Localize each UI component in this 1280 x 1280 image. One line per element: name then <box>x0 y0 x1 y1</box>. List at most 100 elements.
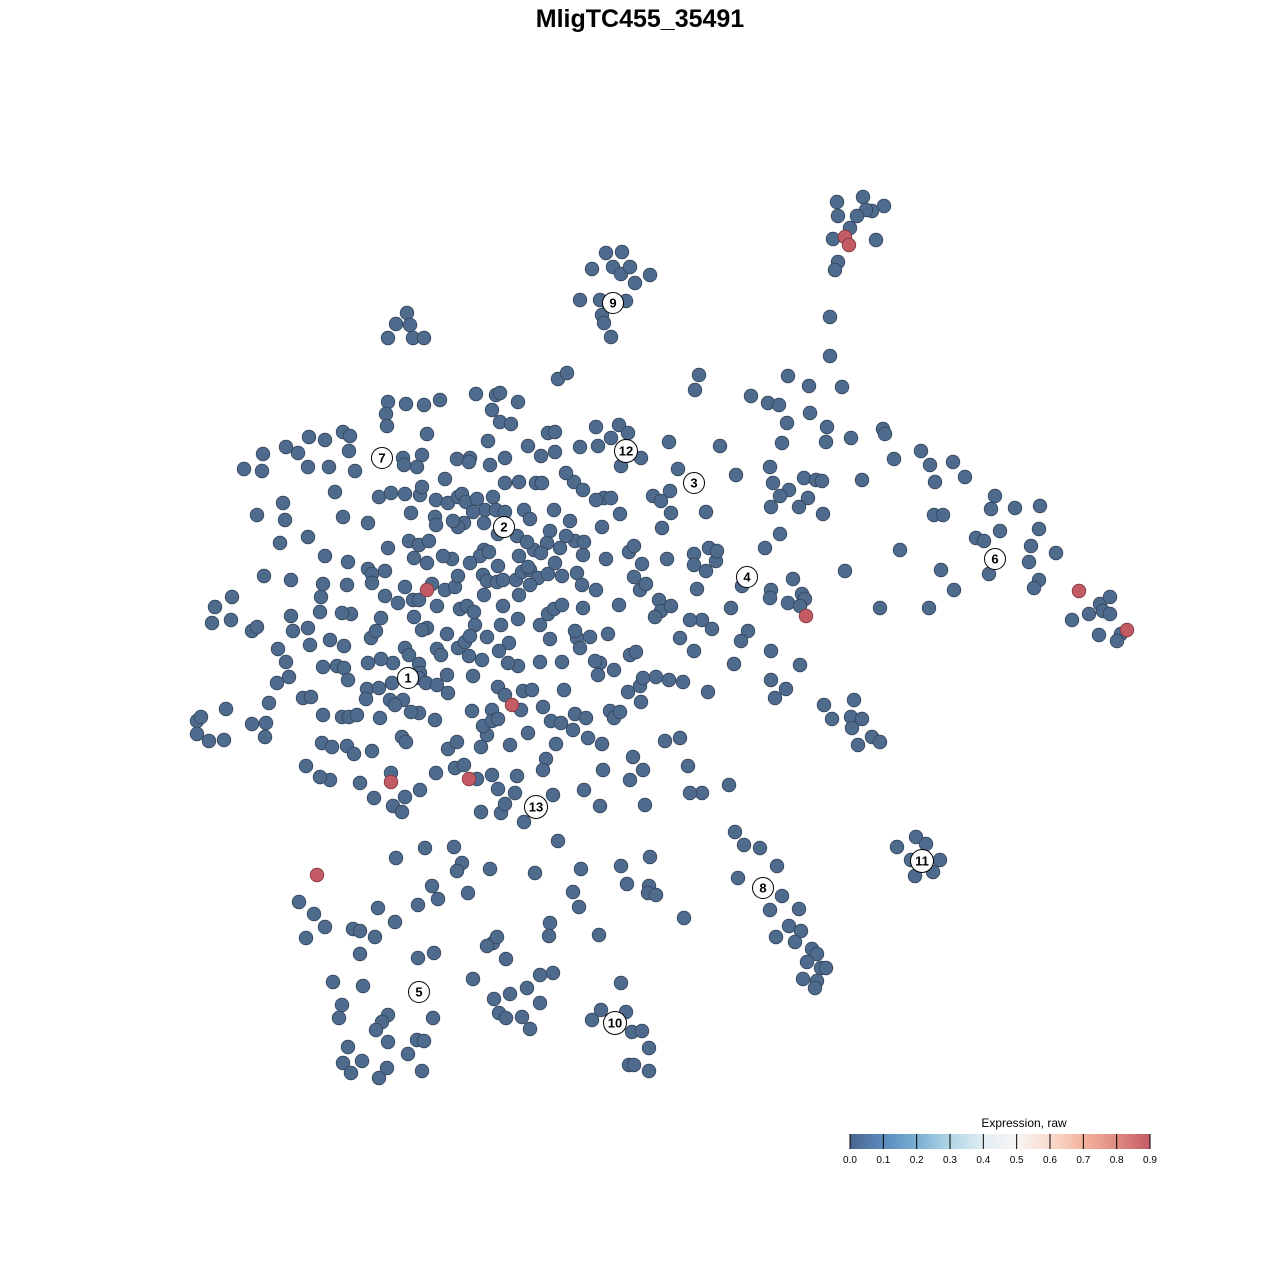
data-point <box>762 590 778 606</box>
data-point <box>584 261 600 277</box>
data-point <box>726 656 742 672</box>
data-point <box>687 382 703 398</box>
data-point <box>368 1022 384 1038</box>
data-point <box>218 701 234 717</box>
colorbar-tick-label: 0.5 <box>1010 1155 1024 1166</box>
data-point <box>641 1040 657 1056</box>
data-point <box>553 715 569 731</box>
data-point <box>432 392 448 408</box>
data-point <box>416 397 432 413</box>
data-point <box>627 275 643 291</box>
data-point <box>396 457 412 473</box>
data-point <box>532 967 548 983</box>
data-point <box>364 743 380 759</box>
data-point <box>547 555 563 571</box>
data-point <box>603 490 619 506</box>
data-point <box>757 540 773 556</box>
data-point <box>932 852 948 868</box>
data-point <box>793 923 809 939</box>
data-point <box>854 472 870 488</box>
data-point <box>619 876 635 892</box>
data-point <box>647 609 663 625</box>
data-point <box>781 918 797 934</box>
data-point <box>574 577 590 593</box>
cluster-label-text: 4 <box>743 570 751 585</box>
data-point <box>606 662 622 678</box>
cluster-label-badge <box>614 439 638 463</box>
data-point <box>403 505 419 521</box>
data-point <box>482 457 498 473</box>
data-point <box>802 405 818 421</box>
data-point <box>576 782 592 798</box>
colorbar-tick-label: 0.2 <box>910 1155 924 1166</box>
data-point <box>412 782 428 798</box>
data-point <box>429 598 445 614</box>
data-point <box>383 485 399 501</box>
data-point <box>207 599 223 615</box>
data-point <box>352 775 368 791</box>
data-point <box>662 483 678 499</box>
cluster-label: 12 <box>614 439 638 463</box>
data-point <box>430 891 446 907</box>
data-point <box>485 489 501 505</box>
data-point <box>497 687 513 703</box>
data-point-high <box>504 697 520 713</box>
data-point <box>796 470 812 486</box>
data-point <box>283 572 299 588</box>
data-point <box>648 887 664 903</box>
data-point <box>519 980 535 996</box>
data-point <box>511 548 527 564</box>
data-point <box>818 434 834 450</box>
data-point <box>957 469 973 485</box>
data-point <box>889 839 905 855</box>
data-point <box>721 777 737 793</box>
data-point <box>1109 633 1125 649</box>
data-point <box>558 465 574 481</box>
data-point <box>547 444 563 460</box>
data-point <box>1091 627 1107 643</box>
data-point <box>469 491 485 507</box>
data-point <box>849 208 865 224</box>
data-point <box>256 568 272 584</box>
chart-title: MligTC455_35491 <box>536 5 745 33</box>
data-point <box>270 641 286 657</box>
data-point <box>694 785 710 801</box>
data-point <box>364 575 380 591</box>
data-point <box>921 600 937 616</box>
data-point <box>945 454 961 470</box>
data-point <box>502 737 518 753</box>
data-point <box>772 526 788 542</box>
data-point <box>388 850 404 866</box>
data-point <box>611 597 627 613</box>
data-point <box>446 839 462 855</box>
data-point <box>414 447 430 463</box>
data-point <box>594 519 610 535</box>
data-point <box>1007 500 1023 516</box>
data-point-high <box>309 867 325 883</box>
data-point <box>598 245 614 261</box>
data-point <box>254 463 270 479</box>
data-point <box>278 439 294 455</box>
data-point <box>542 523 558 539</box>
data-point <box>397 789 413 805</box>
data-point <box>854 711 870 727</box>
data-point <box>779 415 795 431</box>
data-point <box>572 439 588 455</box>
data-point <box>368 623 384 639</box>
data-point <box>484 767 500 783</box>
data-point <box>511 474 527 490</box>
data-point <box>769 858 785 874</box>
data-point <box>336 660 352 676</box>
cluster-label-badge <box>602 292 624 314</box>
data-point <box>366 790 382 806</box>
data-point <box>584 1012 600 1028</box>
data-point <box>709 543 725 559</box>
data-point <box>622 259 638 275</box>
cluster-label: 8 <box>752 877 774 899</box>
data-point <box>626 1057 642 1073</box>
data-point <box>622 772 638 788</box>
data-point <box>694 612 710 628</box>
data-point <box>349 707 365 723</box>
data-point <box>524 682 540 698</box>
data-point <box>385 655 401 671</box>
